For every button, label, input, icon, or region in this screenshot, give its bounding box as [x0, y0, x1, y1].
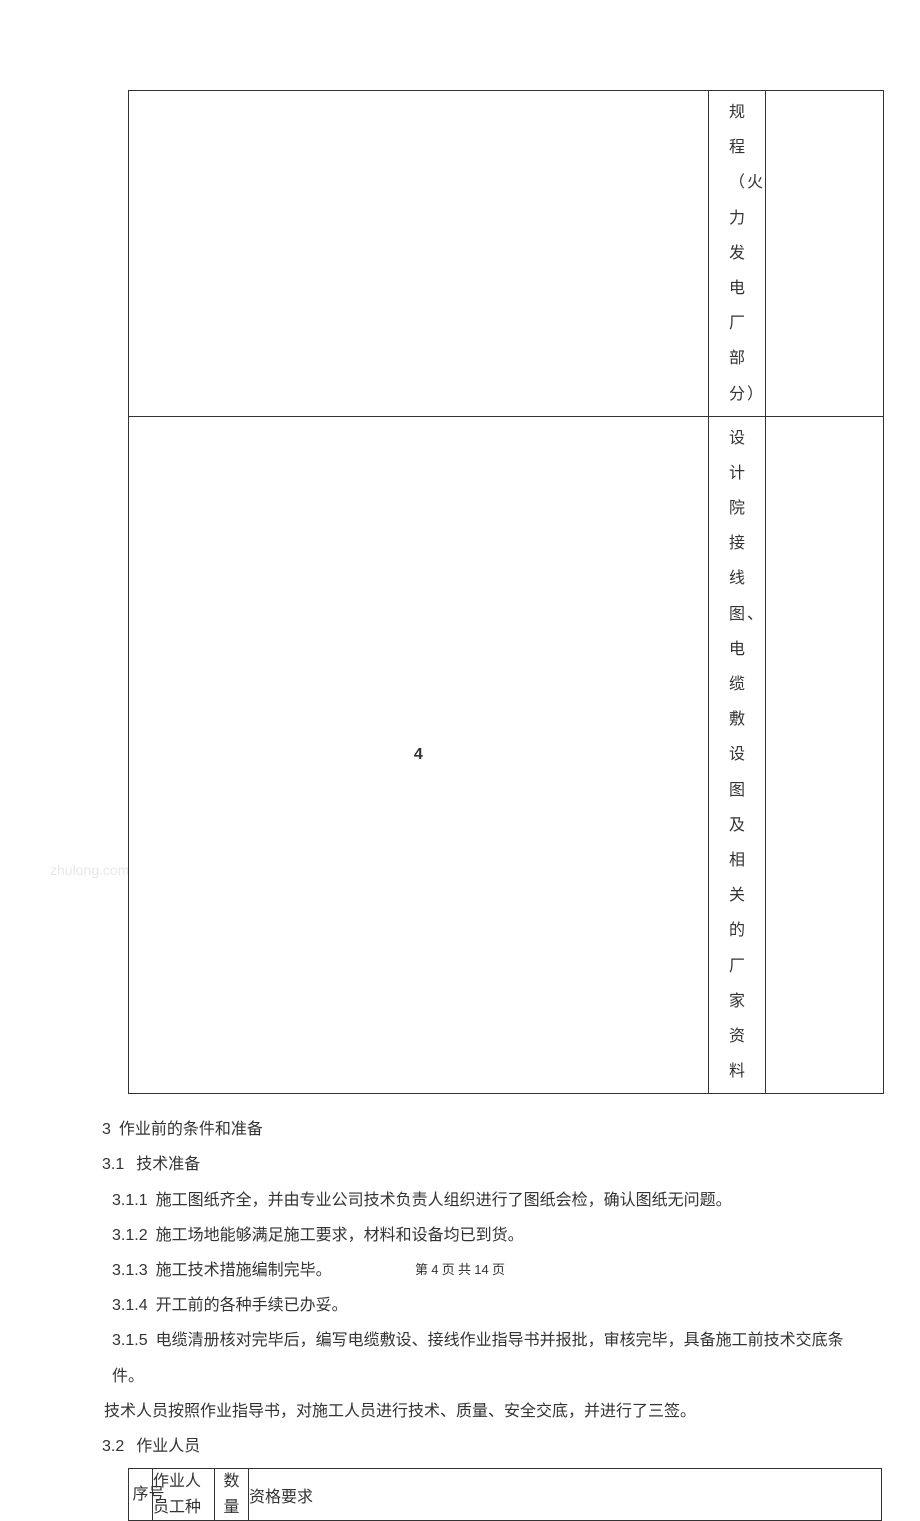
table-row1-colC: [766, 91, 884, 417]
section-3-1-4: 3.1.4 开工前的各种手续已办妥。: [110, 1288, 856, 1323]
section-3-1-5: 3.1.5 电缆清册核对完毕后，编写电缆敷设、接线作业指导书并报批，审核完毕，具…: [110, 1323, 856, 1393]
table-row1-colB: 规程（火力发电厂部分）: [708, 91, 766, 417]
section-number: 3.1: [102, 1156, 124, 1173]
table-row2-colA: 4: [129, 416, 709, 1094]
section-number: 3.1.2: [112, 1227, 148, 1244]
paragraph-text: 电缆清册核对完毕后，编写电缆敷设、接线作业指导书并报批，审核完毕，具备施工前技术…: [112, 1332, 844, 1384]
paragraph-after: 技术人员按照作业指导书，对施工人员进行技术、质量、安全交底，并进行了三签。: [102, 1394, 856, 1429]
table-row2-colB: 设计院接线图、电缆敷设图及相关的厂家资料: [708, 416, 766, 1094]
page-footer: 第 4 页 共 14 页: [0, 1259, 920, 1278]
footer-text: 页 共: [442, 1262, 471, 1277]
header-requirement: 资格要求: [249, 1469, 882, 1521]
section-3-1-1: 3.1.1 施工图纸齐全，并由专业公司技术负责人组织进行了图纸会检，确认图纸无问…: [110, 1183, 856, 1218]
section-title: 作业前的条件和准备: [119, 1121, 263, 1138]
paragraph-text: 施工场地能够满足施工要求，材料和设备均已到货。: [156, 1227, 524, 1244]
section-3-1-2: 3.1.2 施工场地能够满足施工要求，材料和设备均已到货。: [110, 1218, 856, 1253]
footer-text: 页: [492, 1262, 505, 1277]
paragraph-text: 开工前的各种手续已办妥。: [156, 1297, 348, 1314]
section-number: 3.1.5: [112, 1332, 148, 1349]
table-header-row: 序号 作业人 员工种 数量 资格要求: [129, 1469, 882, 1521]
section-number: 3.2: [102, 1438, 124, 1455]
section-3-2-heading: 3.2 作业人员: [100, 1429, 856, 1464]
header-text: 作业人: [153, 1473, 201, 1490]
header-worker-type: 作业人 员工种: [153, 1469, 215, 1521]
reference-table: 规程（火力发电厂部分） 4 设计院接线图、电缆敷设图及相关的厂家资料: [128, 90, 884, 1094]
section-title: 作业人员: [136, 1438, 200, 1455]
paragraph-text: 施工图纸齐全，并由专业公司技术负责人组织进行了图纸会检，确认图纸无问题。: [156, 1192, 732, 1209]
cell-text: 规程（火力发电厂部分）: [729, 95, 745, 412]
header-seq: 序号: [129, 1469, 153, 1521]
table-row1-colA: [129, 91, 709, 417]
section-title: 技术准备: [136, 1156, 200, 1173]
section-3-heading: 3 作业前的条件和准备: [100, 1112, 856, 1147]
page-current: 4: [431, 1262, 438, 1277]
header-quantity: 数量: [215, 1469, 249, 1521]
cell-text: 设计院接线图、电缆敷设图及相关的厂家资料: [729, 421, 745, 1090]
section-number: 3.1.4: [112, 1297, 148, 1314]
header-text: 员工种: [153, 1499, 201, 1516]
section-number: 3.1.1: [112, 1192, 148, 1209]
section-3-1-heading: 3.1 技术准备: [100, 1147, 856, 1182]
page-total: 14: [474, 1262, 488, 1277]
section-number: 3: [102, 1121, 111, 1138]
table-row2-colC: [766, 416, 884, 1094]
footer-text: 第: [415, 1262, 428, 1277]
header-text: 序号: [133, 1482, 149, 1508]
header-text: 数量: [224, 1469, 240, 1520]
personnel-table: 序号 作业人 员工种 数量 资格要求: [128, 1468, 882, 1521]
